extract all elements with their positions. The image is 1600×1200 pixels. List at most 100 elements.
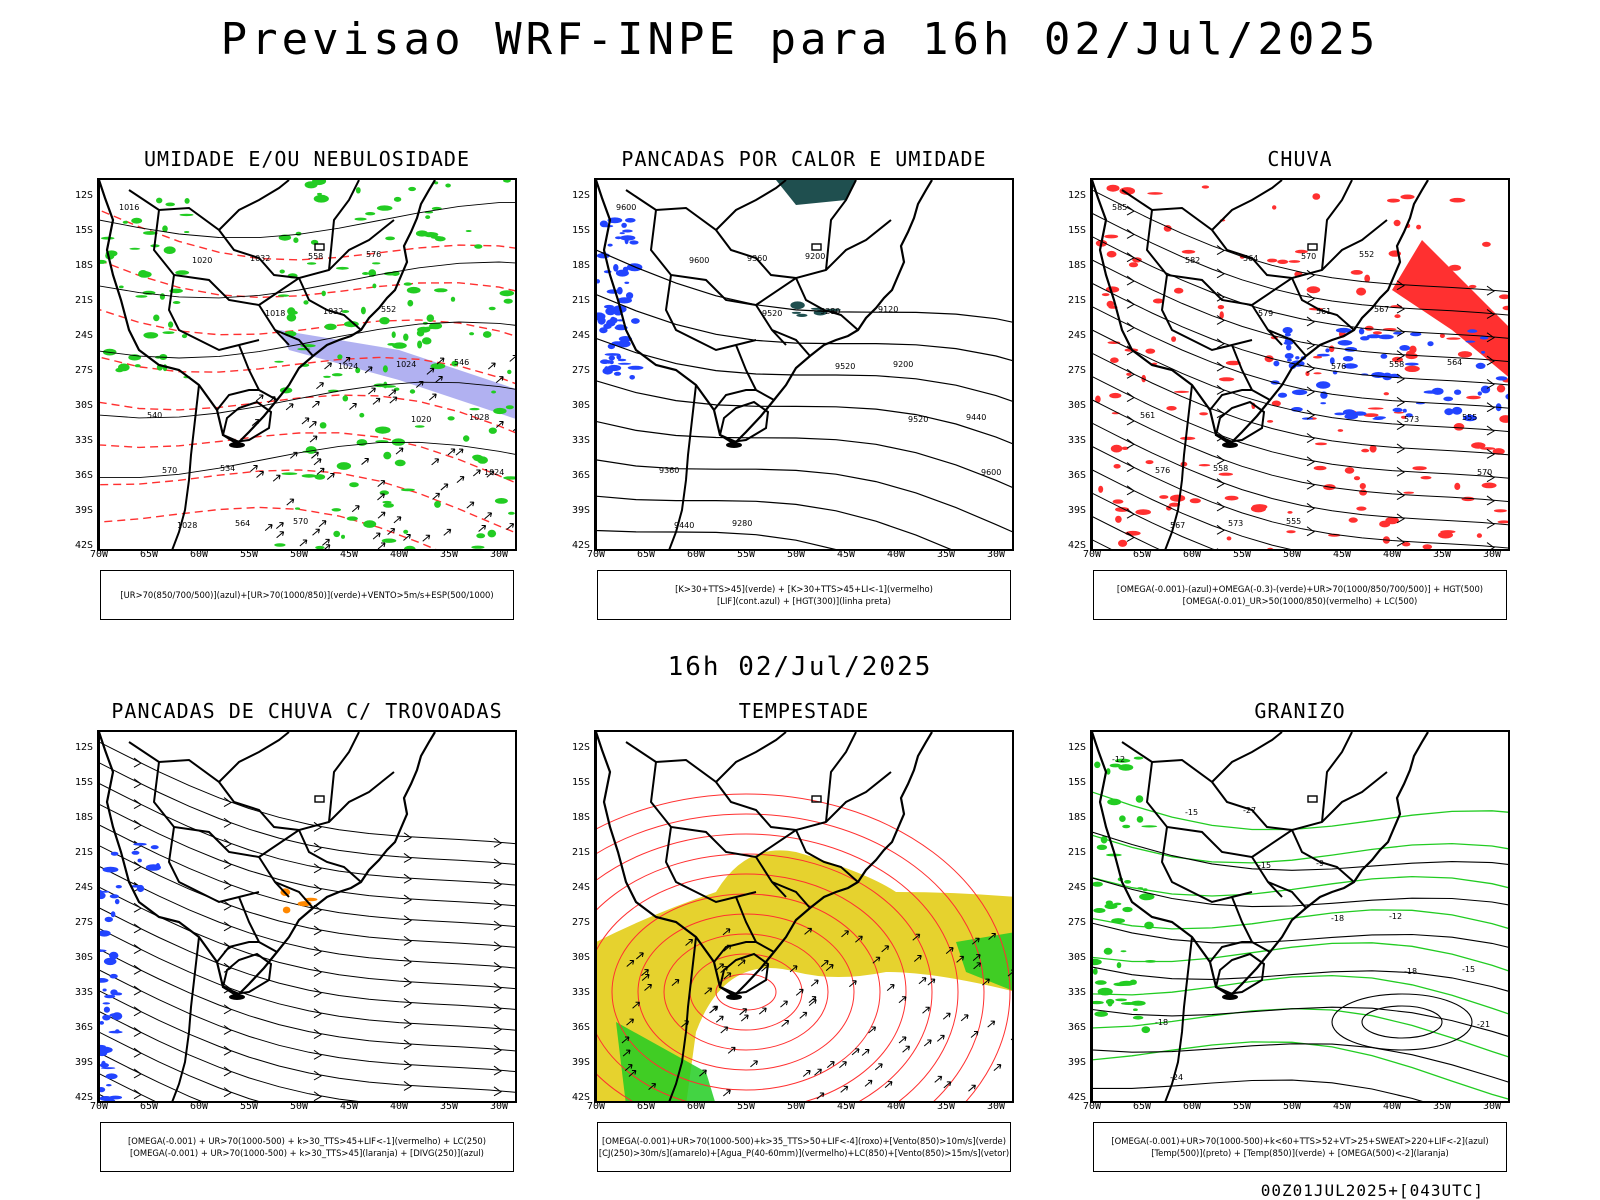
legend-line: [Temp(500)](preto) + [Temp(850)](verde) … [1151,1148,1449,1158]
run-footer: 00Z01JUL2025+[043UTC] [1260,1181,1484,1200]
lat-tick-label: 12S [571,742,590,753]
contour-label: -9 [1316,859,1324,868]
lat-tick-label: 21S [571,295,590,306]
contour-label: 570 [162,466,177,475]
lon-tick-label: 60W [189,1101,209,1112]
contour-label: 1016 [119,203,139,212]
lat-tick-label: 39S [1067,505,1086,516]
lat-tick-label: 36S [74,470,93,481]
lon-tick-label: 50W [786,1101,806,1112]
lon-tick-label: 30W [1482,1101,1502,1112]
lon-tick-label: 45W [836,549,856,560]
lon-tick-label: 60W [189,549,209,560]
panel-title: PANCADAS POR CALOR E UMIDADE [621,147,987,171]
lon-tick-label: 45W [339,549,359,560]
contour-label: 9440 [966,413,986,422]
lon-tick-label: 45W [836,1101,856,1112]
lon-tick-label: 55W [239,1101,259,1112]
lat-tick-label: 42S [1067,540,1086,551]
lat-tick-label: 12S [74,742,93,753]
longitude-axis: 70W 65W 60W 55W 50W 45W 40W 35W 30W [587,549,1014,563]
lon-tick-label: 40W [389,549,409,560]
lat-tick-label: 36S [74,1022,93,1033]
lon-tick-label: 55W [1232,549,1252,560]
contour-label: -15 [1258,861,1271,870]
legend-line: [OMEGA(-0.01)_UR>50(1000/850)(vermelho) … [1182,596,1418,606]
map-pancadas-calor: 9600 9600 9520 9520 9520 9600 9440 9360 9280 9200… [594,178,1014,551]
lat-tick-label: 42S [571,1092,590,1103]
legend-umidade: [UR>70(850/700/500)](azul)+[UR>70(1000/8… [100,570,514,620]
lat-tick-label: 12S [1067,190,1086,201]
map-umidade: 1016 1020 1018 1024 1020 1024 1028 1032 1032 1024… [97,178,517,551]
contour-label: 1024 [484,468,504,477]
lat-tick-label: 21S [1067,295,1086,306]
contour-label: -12 [1389,912,1402,921]
latitude-axis: 12S 15S 18S 21S 24S 27S 30S 33S 36S 39S 42S [57,178,93,551]
lat-tick-label: 27S [74,365,93,376]
lat-tick-label: 36S [571,1022,590,1033]
lat-tick-label: 39S [74,1057,93,1068]
latitude-axis: 12S 15S 18S 21S 24S 27S 30S 33S 36S 39S 42S [554,730,590,1103]
lat-tick-label: 24S [74,330,93,341]
lon-tick-label: 40W [886,1101,906,1112]
contour-label: 1024 [338,362,358,371]
lon-tick-label: 35W [439,549,459,560]
lat-tick-label: 30S [74,400,93,411]
lat-tick-label: 30S [571,952,590,963]
lat-tick-label: 30S [74,952,93,963]
contour-label: 9520 [762,309,782,318]
map-canvas: 9600 9600 9520 9520 9520 9600 9440 9360 9280 9200… [596,180,1012,549]
lon-tick-label: 65W [636,1101,656,1112]
lat-tick-label: 30S [1067,400,1086,411]
longitude-axis: 70W 65W 60W 55W 50W 45W 40W 35W 30W [90,1101,517,1115]
panel-title: UMIDADE E/OU NEBULOSIDADE [143,147,471,171]
lat-tick-label: 15S [571,225,590,236]
lon-tick-label: 45W [1332,1101,1352,1112]
latitude-axis: 12S 15S 18S 21S 24S 27S 30S 33S 36S 39S 42S [554,178,590,551]
contour-label: 9360 [747,254,767,263]
lat-tick-label: 33S [74,987,93,998]
contour-label: -24 [1170,1073,1183,1082]
lon-tick-label: 50W [1282,549,1302,560]
lat-tick-label: 12S [1067,742,1086,753]
map-tempestade [594,730,1014,1103]
contour-label: 561 [1316,307,1331,316]
lon-tick-label: 35W [1432,549,1452,560]
contour-label: 1032 [250,254,270,263]
legend-line: [UR>70(850/700/500)](azul)+[UR>70(1000/8… [120,590,494,600]
map-canvas: -12 -15 -15 -18 -18 -21 -24 -27 -9 -12 -15 -18 [1092,732,1508,1101]
lat-tick-label: 27S [571,365,590,376]
lon-tick-label: 65W [1132,549,1152,560]
lon-tick-label: 55W [736,1101,756,1112]
contour-label: 579 [1258,309,1273,318]
contour-label: 546 [454,358,469,367]
contour-label: -21 [1477,1020,1490,1029]
lat-tick-label: 42S [1067,1092,1086,1103]
legend-pancadas-trovoadas: [OMEGA(-0.001) + UR>70(1000-500) + k>30_… [100,1122,514,1172]
legend-line: [OMEGA(-0.001) + UR>70(1000-500) + k>30_… [130,1148,484,1158]
contour-label: 576 [366,250,381,259]
contour-label: 9360 [659,466,679,475]
contour-label: 558 [308,252,323,261]
lat-tick-label: 39S [571,1057,590,1068]
contour-label: 573 [1404,415,1419,424]
lon-tick-label: 35W [439,1101,459,1112]
contour-label: 1024 [396,360,416,369]
contour-label: 570 [293,517,308,526]
contour-label: 585 [1112,203,1127,212]
lat-tick-label: 12S [571,190,590,201]
lon-tick-label: 30W [1482,549,1502,560]
lon-tick-label: 70W [89,549,109,560]
lat-tick-label: 33S [1067,987,1086,998]
contour-label: 567 [1170,521,1185,530]
longitude-axis: 70W 65W 60W 55W 50W 45W 40W 35W 30W [90,549,517,563]
legend-pancadas-calor: [K>30+TTS>45](verde) + [K>30+TTS>45+LI<-… [597,570,1011,620]
lon-tick-label: 55W [1232,1101,1252,1112]
map-canvas [596,732,1012,1101]
latitude-axis: 12S 15S 18S 21S 24S 27S 30S 33S 36S 39S 42S [1050,178,1086,551]
lat-tick-label: 12S [74,190,93,201]
contour-label: 9120 [878,305,898,314]
lon-tick-label: 50W [289,549,309,560]
contour-label: 9280 [820,307,840,316]
lat-tick-label: 30S [571,400,590,411]
